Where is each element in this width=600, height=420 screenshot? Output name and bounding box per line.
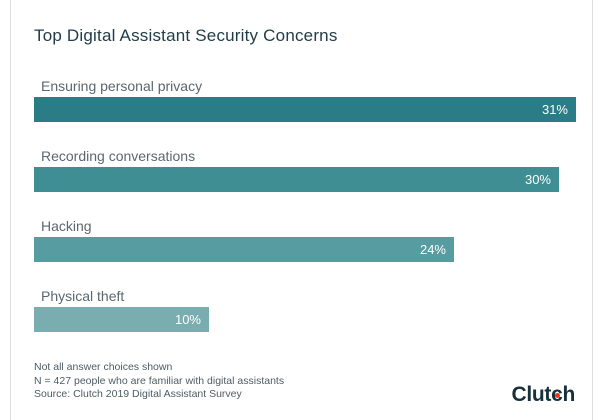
bar: 31% xyxy=(34,97,576,122)
chart-title: Top Digital Assistant Security Concerns xyxy=(34,26,338,45)
logo-red-dot-icon xyxy=(554,393,560,398)
chart-card: Top Digital Assistant Security Concerns … xyxy=(10,0,593,420)
note-line: Not all answer choices shown xyxy=(34,361,173,373)
bar-value-label: 30% xyxy=(524,172,551,187)
logo-c-with-dot: c xyxy=(551,383,563,407)
bar: 10% xyxy=(34,307,209,332)
clutch-logo: Clutch xyxy=(511,383,575,407)
bar-value-label: 10% xyxy=(174,312,201,327)
logo-text-post: h xyxy=(562,383,575,406)
chart-notes: Not all answer choices shown N = 427 peo… xyxy=(34,361,284,402)
note-line: N = 427 people who are familiar with dig… xyxy=(34,374,285,387)
bar: 30% xyxy=(34,167,559,192)
bar: 24% xyxy=(34,237,454,262)
logo-text-pre: Clut xyxy=(511,383,552,406)
bar-category-label: Physical theft xyxy=(41,288,125,304)
note-line: Source: Clutch 2019 Digital Assistant Su… xyxy=(34,388,242,400)
bar-value-label: 31% xyxy=(541,102,568,117)
bar-value-label: 24% xyxy=(419,242,446,257)
bar-category-label: Ensuring personal privacy xyxy=(41,78,203,94)
bar-category-label: Recording conversations xyxy=(41,148,196,164)
bar-category-label: Hacking xyxy=(41,218,92,234)
